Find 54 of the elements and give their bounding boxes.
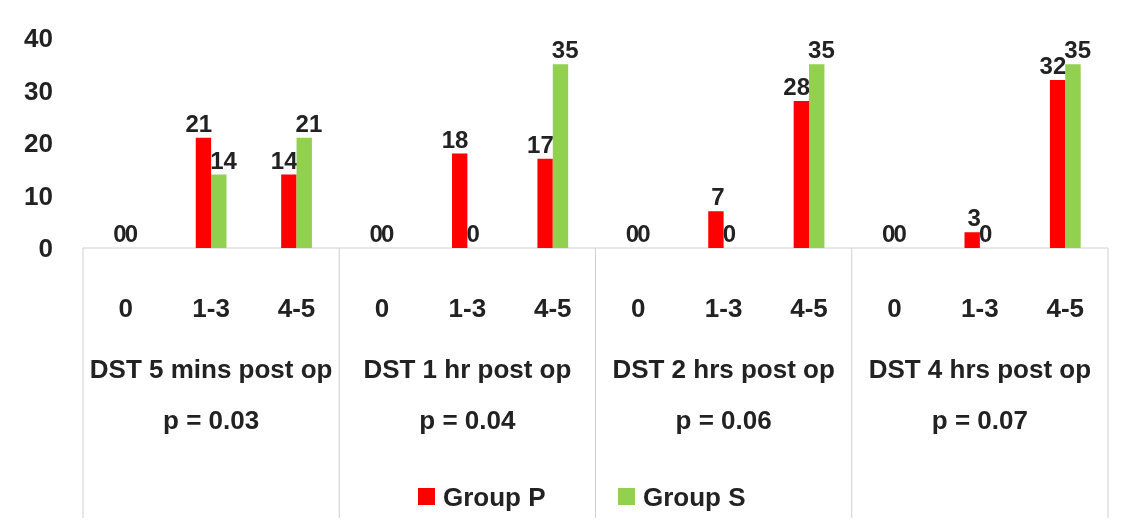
bar	[195, 137, 212, 248]
data-label: 0	[637, 220, 651, 247]
x-tick-label: 4-5	[790, 293, 828, 324]
data-label: 14	[210, 146, 238, 174]
data-label: 7	[711, 183, 725, 211]
text: DST 5 mins post op p = 0.03	[89, 354, 333, 435]
bar	[1065, 64, 1081, 248]
bar	[296, 137, 312, 248]
legend-label: Group P	[443, 482, 546, 513]
data-label: 21	[185, 109, 213, 137]
data-label: 3	[967, 204, 981, 232]
data-label: 0	[466, 220, 480, 247]
text: DST 4 hrs post op p = 0.07	[868, 354, 1092, 435]
bar	[793, 101, 810, 248]
x-tick-label: 1-3	[448, 293, 487, 324]
bar	[552, 64, 569, 248]
data-label: 0	[369, 220, 383, 247]
x-tick-label: 0	[118, 293, 133, 324]
x-tick-label: 1-3	[704, 293, 743, 324]
data-label: 18	[441, 125, 469, 153]
text: DST 1 hr post op p = 0.04	[363, 354, 572, 435]
x-tick-label: 1-3	[192, 293, 230, 324]
y-tick-label: 40	[24, 23, 53, 54]
bar	[1049, 80, 1066, 248]
x-tick-label: 4-5	[534, 293, 572, 324]
x-tick-label: 0	[374, 293, 390, 324]
bar	[452, 153, 468, 248]
y-tick-label: 0	[38, 233, 53, 264]
y-tick-label: 20	[24, 128, 53, 159]
data-label: 0	[124, 220, 139, 247]
data-label: 35	[1064, 36, 1091, 64]
data-label: 14	[270, 146, 299, 174]
y-tick-label: 30	[24, 75, 53, 106]
x-tick-label: 4-5	[1046, 293, 1085, 324]
data-label: 0	[893, 220, 907, 247]
y-tick-label: 10	[24, 180, 53, 211]
data-label: 17	[527, 130, 554, 158]
bar	[964, 232, 980, 248]
x-tick-label: 4-5	[277, 293, 316, 324]
data-label: 35	[551, 36, 579, 64]
data-label: 0	[882, 220, 896, 247]
x-tick-label: 0	[887, 293, 902, 324]
bar	[281, 174, 297, 248]
bar	[211, 174, 227, 248]
bar	[809, 64, 825, 248]
bar	[708, 211, 724, 248]
data-label: 21	[295, 109, 323, 137]
x-tick-label: 1-3	[961, 293, 999, 324]
text: DST 2 hrs post op p = 0.06	[612, 354, 835, 435]
data-label: 0	[113, 220, 127, 247]
bar	[537, 158, 553, 248]
legend-label: Group S	[643, 482, 746, 513]
x-tick-label: 0	[630, 293, 646, 324]
data-label: 35	[808, 36, 835, 64]
